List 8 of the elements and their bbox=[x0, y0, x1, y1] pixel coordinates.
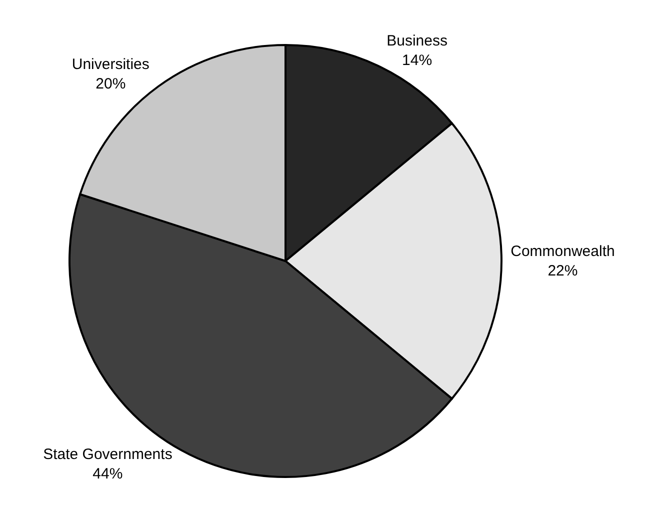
slice-label: Universities bbox=[72, 56, 150, 74]
slice-label: State Governments bbox=[43, 446, 172, 464]
slice-label: Business bbox=[386, 32, 448, 50]
slice-label: Commonwealth bbox=[510, 242, 615, 260]
data-label: 20% bbox=[96, 76, 126, 93]
data-label: 22% bbox=[548, 262, 578, 280]
data-label: 44% bbox=[92, 466, 123, 483]
data-label: 14% bbox=[402, 52, 432, 69]
